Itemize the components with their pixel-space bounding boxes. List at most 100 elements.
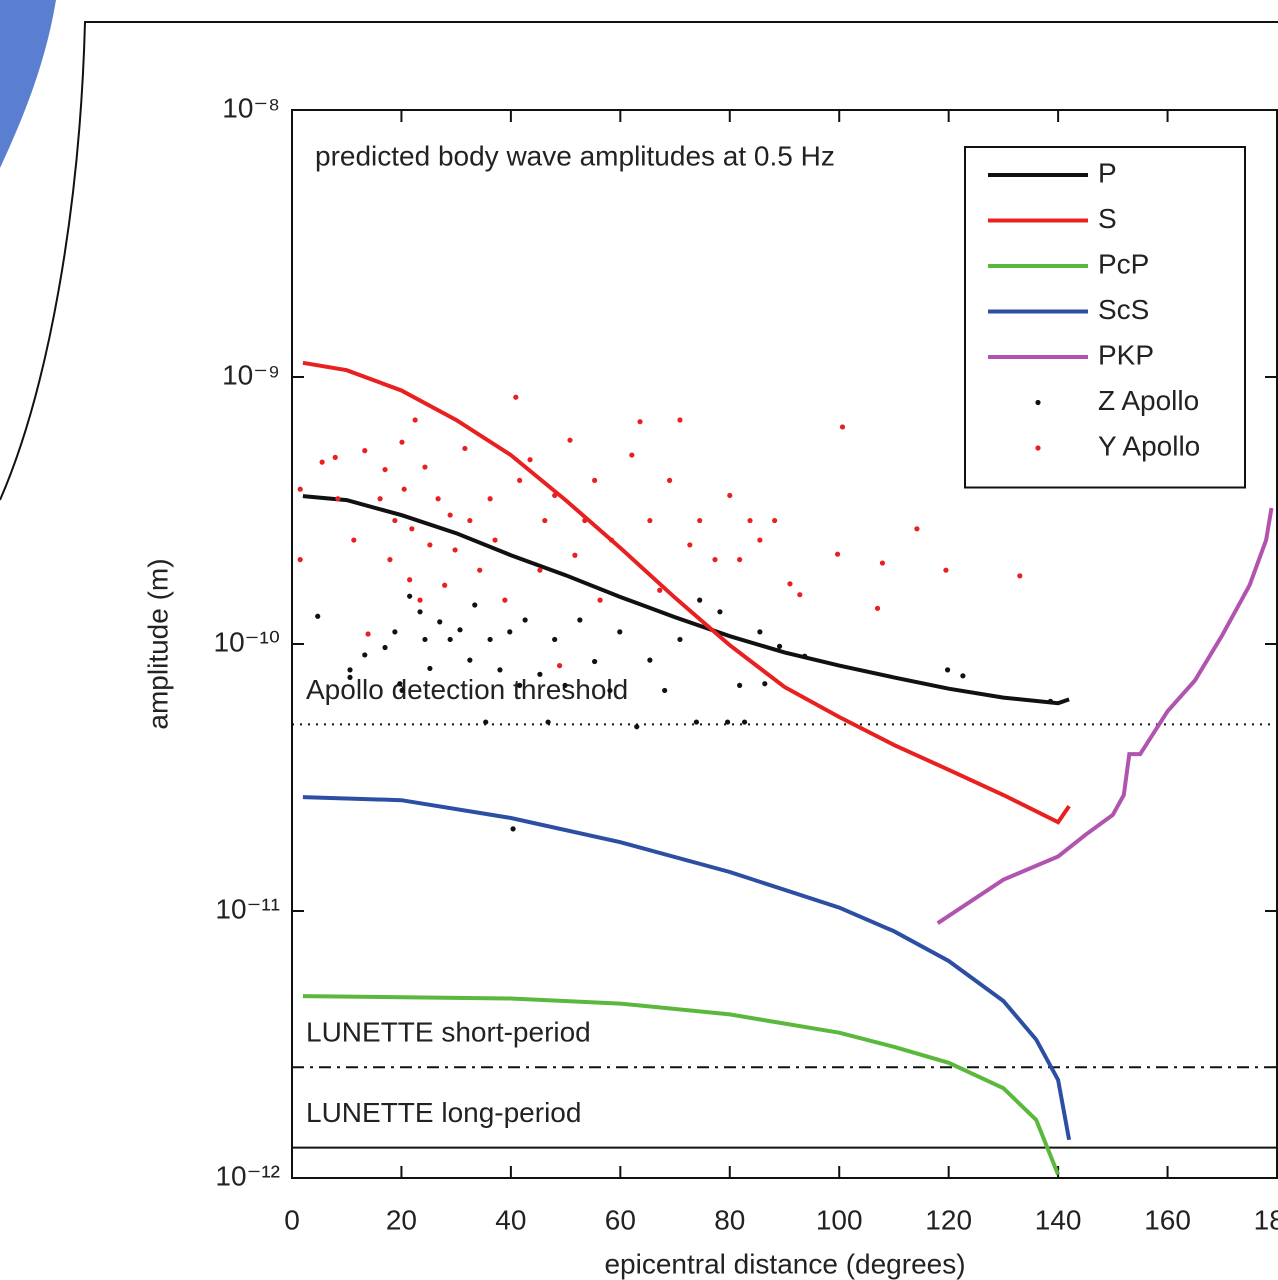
series-line xyxy=(302,360,1071,825)
data-point xyxy=(362,448,368,454)
data-point xyxy=(960,673,966,679)
series-line xyxy=(302,994,1060,1176)
x-tick-label: 60 xyxy=(605,1204,636,1235)
data-point xyxy=(577,617,583,623)
legend-label: P xyxy=(1098,157,1117,188)
data-point xyxy=(879,560,886,566)
x-tick-label: 120 xyxy=(925,1204,972,1235)
x-axis-label: epicentral distance (degrees) xyxy=(604,1248,965,1279)
y-tick-label: 10⁻¹⁰ xyxy=(214,626,280,657)
data-point xyxy=(772,517,778,524)
data-point xyxy=(787,581,793,587)
y-axis-label: amplitude (m) xyxy=(142,558,173,729)
series-line xyxy=(302,795,1072,1141)
data-point xyxy=(422,464,428,470)
data-point xyxy=(467,517,473,524)
data-point xyxy=(297,557,303,563)
data-point xyxy=(422,636,428,643)
x-tick-label: 20 xyxy=(386,1204,417,1235)
legend xyxy=(964,146,1246,489)
data-point xyxy=(392,517,398,524)
data-point xyxy=(1017,573,1023,579)
frame xyxy=(0,21,1278,501)
y-tick-label: 10⁻¹¹ xyxy=(215,893,280,924)
data-point xyxy=(513,394,519,400)
data-point xyxy=(562,682,568,688)
data-point xyxy=(757,629,763,635)
data-point xyxy=(762,681,768,687)
data-point xyxy=(427,665,433,672)
data-point xyxy=(347,674,353,680)
data-point xyxy=(382,644,388,651)
legend-label: PcP xyxy=(1098,248,1149,279)
data-point xyxy=(365,631,371,637)
data-point xyxy=(507,629,513,635)
data-point xyxy=(545,719,551,725)
data-point xyxy=(617,629,623,635)
data-point xyxy=(462,445,468,452)
data-point xyxy=(347,667,353,673)
data-point xyxy=(542,517,548,524)
data-point xyxy=(332,454,338,460)
legend-label: PKP xyxy=(1098,339,1154,370)
x-tick-label: 160 xyxy=(1144,1204,1191,1235)
data-point xyxy=(472,602,478,608)
series-line xyxy=(302,494,1070,706)
data-point xyxy=(747,517,753,524)
data-point xyxy=(399,439,405,445)
data-point xyxy=(834,551,841,557)
data-point xyxy=(647,657,653,663)
data-point xyxy=(502,597,508,603)
data-point xyxy=(537,671,543,677)
data-point xyxy=(608,537,615,543)
data-point xyxy=(607,687,613,694)
legend-label: Y Apollo xyxy=(1098,430,1200,461)
threshold-label: LUNETTE long-period xyxy=(306,1097,581,1128)
data-point xyxy=(335,496,341,502)
data-point xyxy=(437,619,443,625)
legend-swatch xyxy=(1035,399,1041,406)
data-point xyxy=(687,542,693,548)
y-tick-label: 10⁻¹² xyxy=(215,1160,280,1191)
data-point xyxy=(382,466,388,473)
legend-label: S xyxy=(1098,203,1117,234)
y-tick-label: 10⁻⁹ xyxy=(222,359,280,390)
data-point xyxy=(510,826,516,832)
data-point xyxy=(397,681,403,687)
data-point xyxy=(492,537,498,543)
data-point xyxy=(582,517,588,524)
x-tick-label: 140 xyxy=(1035,1204,1082,1235)
data-point xyxy=(487,636,493,643)
data-point xyxy=(467,657,473,663)
data-point xyxy=(944,667,951,673)
data-point xyxy=(362,652,368,658)
data-point xyxy=(457,627,463,633)
data-point xyxy=(407,577,413,583)
data-point xyxy=(552,492,558,499)
data-point xyxy=(517,682,523,688)
data-point xyxy=(802,653,808,659)
data-point xyxy=(377,496,383,502)
data-point xyxy=(634,724,640,730)
data-point xyxy=(417,597,423,603)
data-point xyxy=(737,557,743,563)
data-point xyxy=(487,496,493,502)
data-point xyxy=(537,567,543,573)
legend-swatch xyxy=(1035,445,1041,451)
data-point xyxy=(677,636,683,643)
data-point xyxy=(637,419,643,425)
data-point xyxy=(724,719,731,725)
data-point xyxy=(776,643,783,649)
data-point xyxy=(351,537,357,543)
data-point xyxy=(666,477,673,483)
data-point xyxy=(717,609,723,615)
data-point xyxy=(497,667,503,673)
data-point xyxy=(697,597,703,603)
data-point xyxy=(757,537,763,543)
y-tick-label: 10⁻⁸ xyxy=(222,92,280,123)
data-point xyxy=(401,486,407,492)
x-tick-label: 40 xyxy=(495,1204,526,1235)
x-tick-label: 80 xyxy=(714,1204,745,1235)
data-point xyxy=(442,582,448,588)
data-point xyxy=(477,567,483,573)
